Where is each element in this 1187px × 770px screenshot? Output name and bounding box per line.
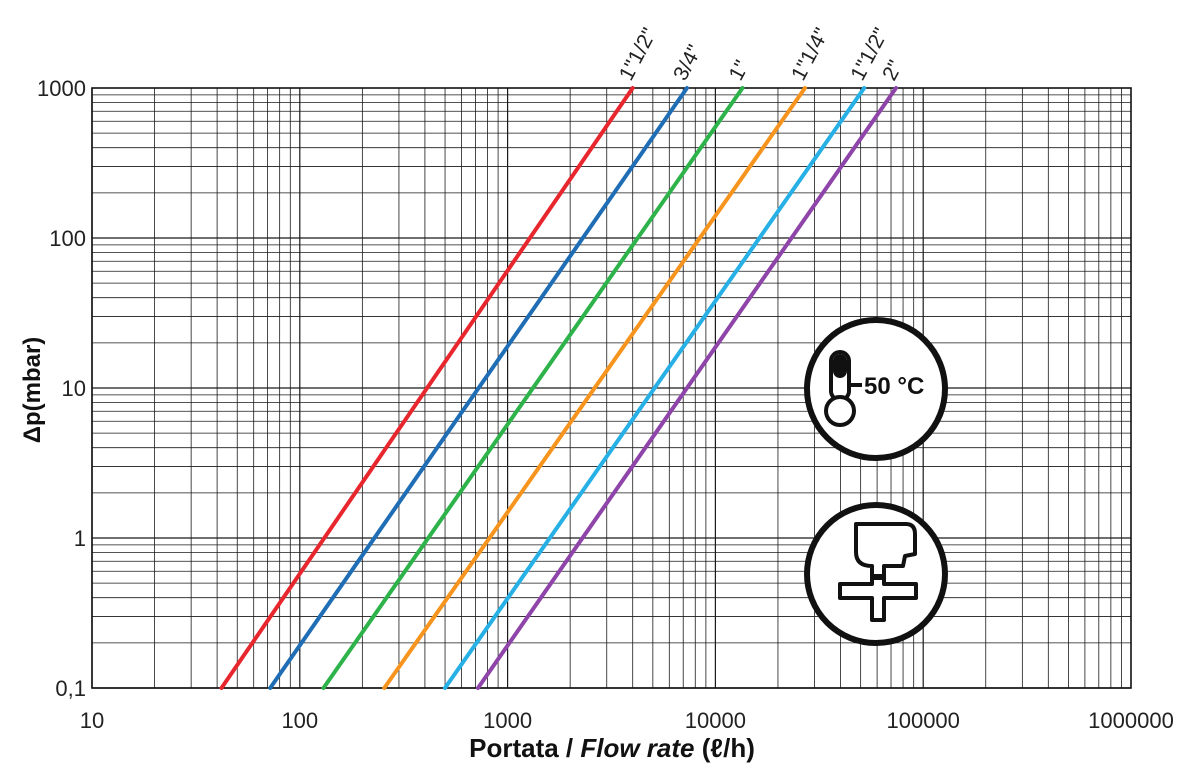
- series-line-5: [476, 86, 898, 690]
- x-tick-label: 1000000: [1088, 708, 1174, 733]
- y-tick-label: 0,1: [55, 676, 86, 701]
- x-axis-title: Portata / Flow rate (ℓ/h): [469, 733, 755, 763]
- y-tick-label: 1000: [37, 76, 86, 101]
- y-tick-label: 10: [62, 376, 86, 401]
- series-label-1: 3/4": [669, 41, 707, 84]
- grid: [91, 88, 1131, 689]
- valve-icon: [838, 522, 918, 622]
- series-label-3: 1"1/4": [787, 24, 833, 84]
- x-tick-label: 100000: [886, 708, 959, 733]
- series-layer: [219, 86, 898, 690]
- x-tick-label: 10000: [685, 708, 746, 733]
- series-line-3: [382, 86, 807, 690]
- thermometer-icon: [824, 350, 862, 427]
- valve-badge: [804, 502, 948, 646]
- series-labels: 1"1/2" 3/4" 1" 1"1/4" 1"1/2"2": [615, 24, 908, 84]
- x-axis-title-part-2: Flow rate: [580, 733, 694, 763]
- temperature-badge: 50 °C: [804, 317, 948, 461]
- plot-frame: [91, 87, 1132, 689]
- x-axis-title-part-1: Portata /: [469, 733, 580, 763]
- tick-labels: 10 100 1000 10000 100000 1000000 0,1 1 10 100 1000: [37, 76, 1174, 733]
- series-label-2: 1": [725, 57, 754, 85]
- x-axis-title-part-3: (ℓ/h): [695, 733, 755, 763]
- series-label-0: 1"1/2": [615, 24, 661, 84]
- series-line-2: [321, 86, 745, 690]
- temperature-value: 50 °C: [864, 373, 924, 400]
- series-line-4: [443, 86, 867, 690]
- series-label-5: 2": [878, 57, 907, 85]
- y-tick-label: 100: [49, 226, 86, 251]
- x-tick-label: 10: [80, 708, 104, 733]
- plot-border: [91, 87, 1132, 689]
- x-tick-label: 100: [281, 708, 318, 733]
- y-axis-title: Δp(mbar): [19, 337, 46, 444]
- y-tick-label: 1: [74, 526, 86, 551]
- series-line-1: [268, 86, 689, 690]
- x-tick-label: 1000: [483, 708, 532, 733]
- series-line-0: [219, 86, 635, 690]
